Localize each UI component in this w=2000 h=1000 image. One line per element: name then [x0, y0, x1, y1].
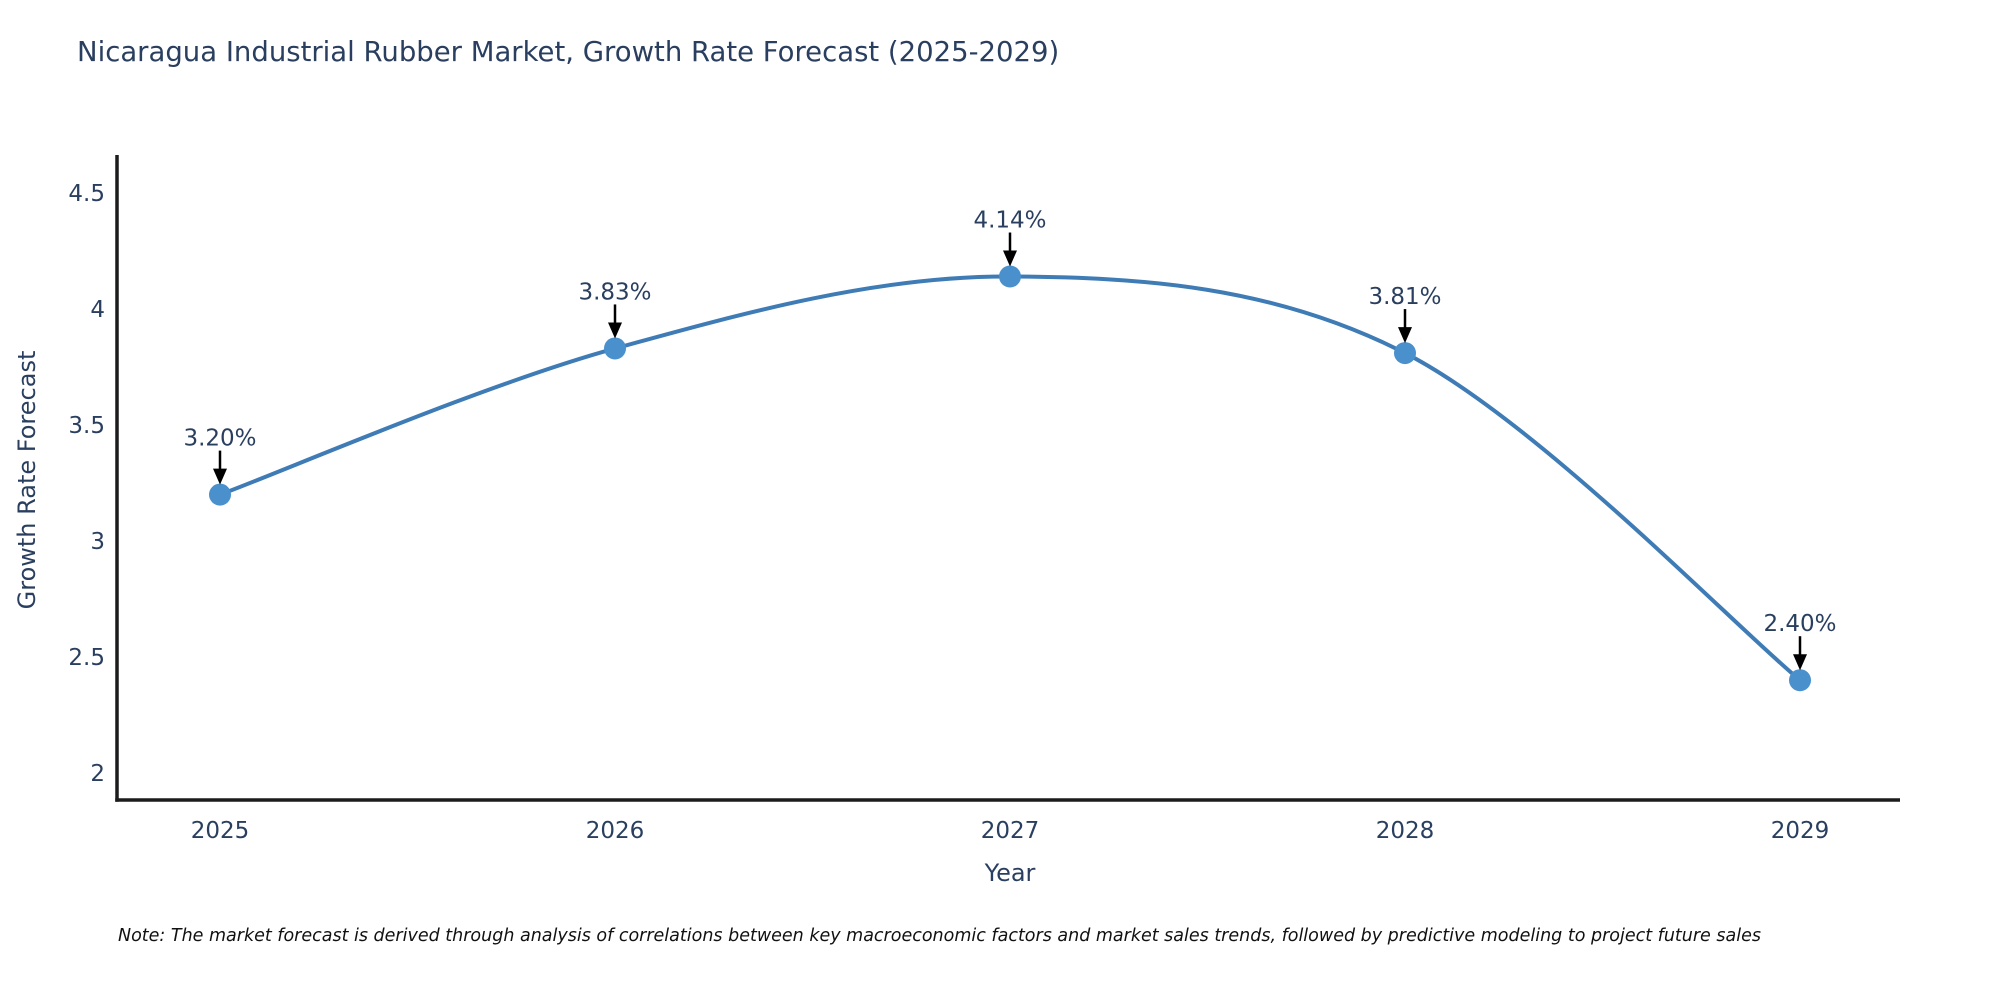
- x-tick-label: 2029: [1771, 818, 1830, 844]
- annotation-label: 4.14%: [973, 208, 1046, 234]
- data-point-marker: [209, 483, 231, 506]
- y-tick-label: 2.5: [68, 645, 105, 671]
- data-point-marker: [1394, 342, 1416, 365]
- y-tick-label: 4: [90, 297, 105, 323]
- annotation-label: 3.81%: [1368, 284, 1441, 310]
- annotation-arrowhead: [1398, 327, 1412, 344]
- annotation-arrowhead: [608, 322, 622, 339]
- x-axis-title: Year: [984, 859, 1036, 887]
- annotation-arrowhead: [213, 468, 227, 485]
- annotation-arrowhead: [1793, 654, 1807, 671]
- annotation-arrowhead: [1003, 250, 1017, 267]
- x-tick-label: 2025: [191, 818, 250, 844]
- data-point-marker: [604, 337, 626, 360]
- x-tick-label: 2028: [1376, 818, 1435, 844]
- x-tick-label: 2027: [981, 818, 1040, 844]
- y-tick-label: 2: [90, 761, 105, 787]
- annotation-label: 2.40%: [1763, 611, 1836, 637]
- annotation-label: 3.83%: [578, 279, 651, 305]
- series-line: [219, 274, 1802, 682]
- y-tick-label: 4.5: [68, 181, 105, 207]
- footnote: Note: The market forecast is derived thr…: [118, 926, 1761, 946]
- chart-title: Nicaragua Industrial Rubber Market, Grow…: [77, 36, 1060, 68]
- y-tick-label: 3: [90, 529, 105, 555]
- y-tick-label: 3.5: [68, 413, 105, 439]
- annotation-label: 3.20%: [183, 426, 256, 452]
- x-tick-label: 2026: [586, 818, 645, 844]
- data-point-marker: [1789, 669, 1811, 692]
- data-point-marker: [999, 265, 1021, 288]
